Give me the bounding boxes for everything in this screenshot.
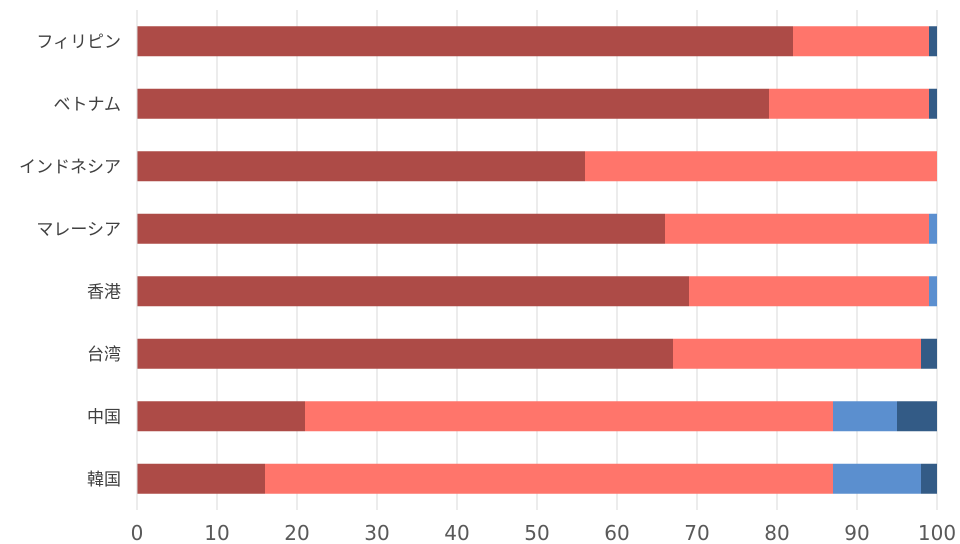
bar-segment: [833, 401, 897, 432]
x-tick-label: 100: [918, 521, 956, 544]
bar-segment: [769, 88, 929, 119]
bars: [137, 26, 937, 494]
category-label: ベトナム: [54, 95, 122, 115]
x-tick-labels: 0 10 20 30 40 50 60 70 80 90 100: [131, 521, 956, 544]
category-label: インドネシア: [19, 157, 121, 177]
bar-segment: [689, 276, 929, 307]
bar-segment: [265, 463, 833, 494]
bar-segment: [137, 213, 665, 244]
bar-segment: [137, 463, 265, 494]
x-tick-label: 10: [204, 521, 229, 544]
bar-segment: [137, 338, 673, 369]
x-tick-label: 90: [844, 521, 869, 544]
bar-segment: [897, 401, 937, 432]
bar-segment: [921, 338, 937, 369]
bar-segment: [673, 338, 921, 369]
bar-segment: [137, 151, 585, 182]
x-tick-label: 40: [444, 521, 469, 544]
bar-segment: [665, 213, 929, 244]
gridlines: [216, 10, 938, 510]
bar-segment: [585, 151, 937, 182]
bar-segment: [929, 88, 937, 119]
bar-segment: [137, 26, 793, 57]
bar-segment: [305, 401, 833, 432]
category-label: フィリピン: [36, 32, 121, 52]
category-label: 台湾: [87, 345, 121, 365]
x-tick-label: 60: [604, 521, 629, 544]
bar-segment: [921, 463, 937, 494]
bar-segment: [137, 401, 305, 432]
bar-segment: [833, 463, 921, 494]
x-tick-label: 0: [131, 521, 144, 544]
x-tick-label: 20: [284, 521, 309, 544]
x-tick-label: 50: [524, 521, 549, 544]
category-label: 韓国: [87, 470, 121, 490]
bar-segment: [929, 276, 937, 307]
category-label: 香港: [87, 282, 121, 302]
x-tick-label: 70: [684, 521, 709, 544]
bar-segment: [137, 88, 769, 119]
x-tick-label: 30: [364, 521, 389, 544]
bar-segment: [929, 213, 937, 244]
bar-segment: [137, 276, 689, 307]
bar-segment: [793, 26, 929, 57]
category-label: 中国: [87, 407, 121, 427]
x-tick-label: 80: [764, 521, 789, 544]
bar-segment: [929, 26, 937, 57]
category-label: マレーシア: [36, 220, 121, 240]
